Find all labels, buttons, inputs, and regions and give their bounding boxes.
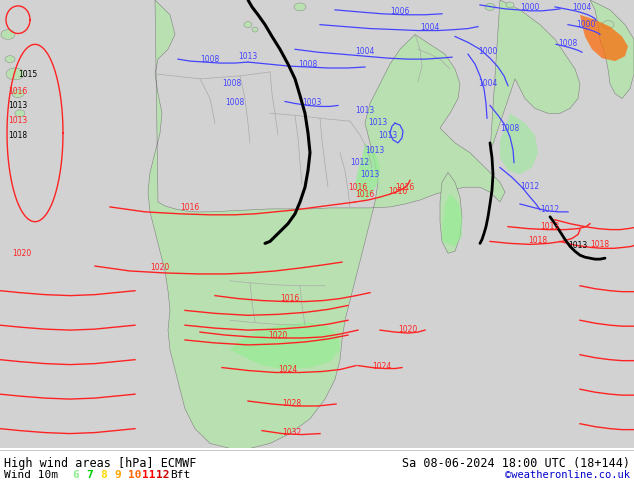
Text: 1020: 1020 [150,263,169,272]
Text: 1013: 1013 [355,106,374,115]
Text: 1016: 1016 [348,183,367,192]
Ellipse shape [12,90,24,98]
Text: 1008: 1008 [200,55,219,64]
Polygon shape [500,113,538,174]
Text: 1004: 1004 [478,79,498,88]
Text: 1013: 1013 [8,116,27,125]
Text: 1004: 1004 [420,23,439,31]
Text: 1004: 1004 [355,47,374,56]
Text: 1016: 1016 [388,187,407,196]
Text: 1020: 1020 [12,249,31,258]
Polygon shape [442,194,462,246]
Polygon shape [490,0,580,153]
Polygon shape [148,0,505,448]
Text: Wind 10m: Wind 10m [4,470,58,480]
Polygon shape [230,322,340,369]
Text: Sa 08-06-2024 18:00 UTC (18+144): Sa 08-06-2024 18:00 UTC (18+144) [402,457,630,470]
Text: 1016: 1016 [8,87,27,96]
Text: 1020: 1020 [398,325,417,334]
Ellipse shape [252,27,258,32]
Text: 1013: 1013 [365,146,384,155]
Text: 1008: 1008 [222,79,242,88]
Ellipse shape [506,2,514,8]
Text: 12: 12 [156,470,169,480]
Ellipse shape [15,110,25,117]
Text: Bft: Bft [170,470,190,480]
Text: 1024: 1024 [372,362,391,370]
Ellipse shape [294,3,306,11]
Text: 1013: 1013 [540,221,559,231]
Text: 1003: 1003 [302,98,321,107]
Text: 9: 9 [114,470,120,480]
Ellipse shape [5,56,15,63]
Text: 1013: 1013 [378,131,398,140]
Polygon shape [590,0,634,98]
Text: 1008: 1008 [298,60,317,69]
Text: 1008: 1008 [225,98,244,107]
Text: 1008: 1008 [558,39,577,49]
Text: 1016: 1016 [395,183,414,192]
Text: 1016: 1016 [355,190,374,199]
Text: 1012: 1012 [540,205,559,214]
Text: ©weatheronline.co.uk: ©weatheronline.co.uk [505,470,630,480]
Text: 1032: 1032 [282,428,301,437]
Text: 1013: 1013 [568,241,587,250]
Text: 1018: 1018 [8,131,27,140]
Text: 1013: 1013 [368,118,387,127]
Text: 1020: 1020 [268,331,287,340]
Text: High wind areas [hPa] ECMWF: High wind areas [hPa] ECMWF [4,457,197,470]
Text: 1028: 1028 [282,399,301,408]
Polygon shape [580,15,628,61]
Ellipse shape [244,22,252,27]
Text: 1004: 1004 [572,3,592,12]
Polygon shape [440,172,462,253]
Text: 1013: 1013 [360,171,379,179]
Text: 1012: 1012 [350,158,369,167]
Text: 6: 6 [72,470,79,480]
Ellipse shape [1,29,15,39]
Text: 10: 10 [128,470,141,480]
Text: 1013: 1013 [238,52,257,61]
Text: 1008: 1008 [500,124,519,133]
Text: 8: 8 [100,470,107,480]
Text: 1018: 1018 [590,240,609,249]
Text: 1013: 1013 [8,101,27,110]
Text: 1000: 1000 [576,20,595,28]
Text: 1016: 1016 [180,203,199,212]
Text: 1024: 1024 [278,366,297,374]
Ellipse shape [602,21,614,28]
Text: 1018: 1018 [528,236,547,245]
Text: 1016: 1016 [280,294,299,302]
Text: 7: 7 [86,470,93,480]
Text: 1012: 1012 [520,182,539,191]
Text: 11: 11 [142,470,155,480]
Ellipse shape [6,68,24,80]
Ellipse shape [485,3,495,10]
Text: 1000: 1000 [520,3,540,12]
Text: 1000: 1000 [478,47,498,56]
Text: 1006: 1006 [390,7,410,16]
Text: 1015: 1015 [18,70,37,79]
Polygon shape [355,143,380,202]
